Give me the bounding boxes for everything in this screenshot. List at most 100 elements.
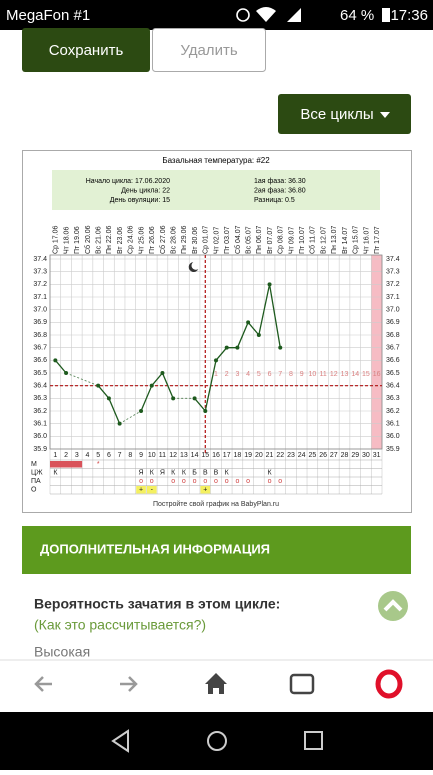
luteal-day: 6 [268,371,272,378]
row-label: ЦЖ [31,470,43,477]
day-number: 10 [148,452,156,459]
save-button[interactable] [22,28,150,72]
luteal-day: 10 [308,371,316,378]
gap-bridge [119,410,142,425]
date-label: Вс 05.07 [245,226,252,254]
intercourse-mark: о [235,478,239,485]
y-tick-label-right: 36.1 [386,421,400,428]
row-label: М [31,461,37,468]
temperature-point [203,409,208,413]
chart-footer: Постройте свой график на BabyPlan.ru [153,500,279,508]
temperature-point [235,345,240,350]
temperature-point [224,345,229,350]
help-link[interactable]: (Как это рассчитывается?) [34,617,206,633]
date-label: Вт 14.07 [342,227,349,254]
intercourse-mark: о [246,478,250,485]
save-label[interactable]: Сохранить [49,42,124,59]
luteal-day: 8 [289,371,293,378]
y-tick-label: 36.8 [33,332,47,339]
day-number: 24 [298,452,306,459]
y-tick-label: 36.7 [33,345,47,352]
y-tick-label: 36.5 [33,370,47,377]
cycles-button[interactable] [278,94,411,134]
y-tick-label: 36.2 [33,408,47,415]
fluid-mark: К [182,470,187,477]
date-label: Пт 10.07 [299,226,306,254]
date-label: Вс 21.06 [96,226,103,254]
tests-mark: + [139,487,143,494]
answer: Высокая [34,644,90,660]
temperature-point [106,396,111,401]
delete-label[interactable]: Удалить [180,42,237,59]
temperature-point [267,282,272,287]
nav-recent[interactable] [304,731,323,750]
day-number: 18 [234,452,242,459]
tests-mark: - [151,487,154,494]
day-number: 16 [212,452,220,459]
date-label: Чт 16.07 [363,227,370,254]
date-label: Сб 04.07 [234,225,242,254]
day-number: 27 [330,452,338,459]
temperature-point [278,345,283,350]
plot-border [49,254,383,450]
dropdown-caret[interactable] [380,112,390,118]
info-right: Разница: 0.5 [254,197,295,204]
fluid-mark: К [171,470,176,477]
moon-icon [188,262,199,272]
nav-home[interactable] [207,731,227,751]
y-tick-label-right: 36.8 [386,332,400,339]
opera-menu[interactable] [375,669,403,699]
info-header [22,526,411,574]
info-box [52,170,380,210]
day-number: 30 [362,452,370,459]
date-label: Ср 08.07 [278,225,285,254]
luteal-day: 4 [246,371,250,378]
cycles-label[interactable]: Все циклы [300,106,373,123]
intercourse-mark: о [139,478,143,485]
luteal-day: 9 [300,371,304,378]
y-tick-label-right: 36.7 [386,345,400,352]
day-number: 26 [319,452,327,459]
intercourse-mark: о [182,478,186,485]
date-label: Пн 13.07 [331,226,338,254]
date-label: Сб 20.06 [84,225,92,254]
back-button[interactable] [34,676,52,692]
y-tick-label-right: 37.0 [386,307,400,314]
status-bar [0,0,433,30]
day-number: 6 [107,452,111,459]
nav-bar [0,712,433,770]
temperature-point [246,320,251,325]
luteal-day: 5 [257,371,261,378]
date-label: Пт 03.07 [224,226,231,254]
y-tick-label-right: 36.6 [386,357,400,364]
temperature-line [140,371,174,412]
delete-button[interactable] [152,28,266,72]
date-label: Чт 09.07 [288,227,295,254]
day-number: 28 [341,452,349,459]
info-left: День овуляции: 15 [110,197,170,204]
day-number: 22 [276,452,284,459]
chevron-up[interactable] [383,599,403,612]
y-tick-label: 36.0 [33,433,47,440]
intercourse-mark: о [171,478,175,485]
day-number: 12 [169,452,177,459]
fluid-mark: Б [192,470,197,477]
temperature-point [117,421,122,426]
y-tick-label: 37.4 [33,256,47,263]
date-label: Чт 02.07 [213,227,220,254]
luteal-day: 3 [235,371,239,378]
luteal-day: 16 [373,371,381,378]
battery-icon [382,8,390,22]
tabs-button[interactable] [289,673,315,695]
day-number: 31 [373,452,381,459]
y-tick-label-right: 37.1 [386,294,400,301]
collapse-button[interactable] [378,591,408,621]
forward-button[interactable] [120,676,138,692]
luteal-day: 2 [225,371,229,378]
nav-back[interactable] [111,729,129,753]
date-label: Ср 17.06 [53,225,60,254]
home-button[interactable] [205,673,227,694]
y-tick-label-right: 36.5 [386,370,400,377]
y-tick-label: 36.6 [33,357,47,364]
